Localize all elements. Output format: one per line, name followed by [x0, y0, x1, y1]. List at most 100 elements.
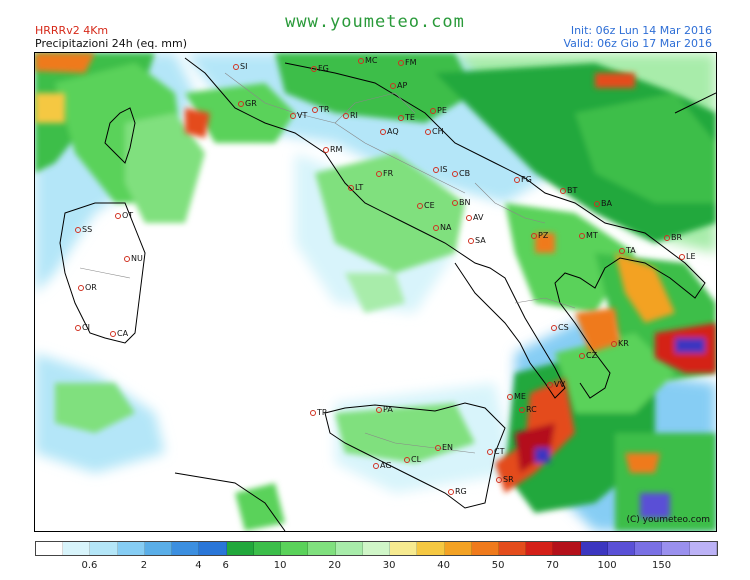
city-marker-icon	[358, 58, 364, 64]
city-label-mc: MC	[365, 56, 378, 65]
legend-tick-label: 70	[546, 560, 559, 571]
city-label-aq: AQ	[387, 127, 399, 136]
legend-tick-label: 0.6	[81, 560, 98, 571]
city-marker-icon	[496, 477, 502, 483]
city-label-vt: VT	[297, 111, 308, 120]
legend-swatch	[553, 542, 581, 555]
city-marker-icon	[531, 233, 537, 239]
precipitation-map[interactable]: SI FG MC FM GR AP VT TR RI TE PE AQ CH R…	[34, 52, 717, 532]
legend-tick-label: 30	[382, 560, 396, 571]
legend-swatch	[362, 542, 391, 555]
city-marker-icon	[75, 325, 81, 331]
city-marker-icon	[664, 235, 670, 241]
legend-swatch	[417, 542, 445, 555]
city-marker-icon	[311, 66, 317, 72]
city-label-bn: BN	[459, 198, 471, 207]
city-label-rm: RM	[330, 145, 343, 154]
product-label: Precipitazioni 24h (eq. mm)	[35, 37, 187, 50]
city-label-ss: SS	[82, 225, 93, 234]
city-marker-icon	[452, 171, 458, 177]
city-label-pa: PA	[383, 405, 393, 414]
city-marker-icon	[611, 341, 617, 347]
city-label-me: ME	[514, 392, 526, 401]
city-marker-icon	[110, 331, 116, 337]
legend-swatch	[63, 542, 91, 555]
city-label-ta: TA	[626, 246, 636, 255]
city-marker-icon	[507, 394, 513, 400]
city-marker-icon	[547, 382, 553, 388]
city-label-le: LE	[686, 252, 696, 261]
city-label-si: SI	[240, 62, 248, 71]
legend-swatch	[117, 542, 145, 555]
init-time: Init: 06z Lun 14 Mar 2016	[570, 24, 712, 37]
city-marker-icon	[519, 407, 525, 413]
city-marker-icon	[579, 353, 585, 359]
city-label-gr: GR	[245, 99, 257, 108]
city-marker-icon	[487, 449, 493, 455]
city-marker-icon	[551, 325, 557, 331]
valid-time: Valid: 06z Gio 17 Mar 2016	[563, 37, 712, 50]
city-marker-icon	[343, 113, 349, 119]
region-borders	[79, 72, 576, 454]
legend-tick-label: 40	[437, 560, 450, 571]
legend-swatch	[662, 542, 690, 555]
city-marker-icon	[594, 201, 600, 207]
city-marker-icon	[448, 489, 454, 495]
legend-tick-label: 6	[222, 560, 229, 571]
legend-tick-label: 100	[597, 560, 617, 571]
city-marker-icon	[433, 167, 439, 173]
city-label-lt: LT	[355, 183, 364, 192]
legend-swatch	[498, 542, 527, 555]
city-marker-icon	[380, 129, 386, 135]
legend-tick-label: 150	[651, 560, 672, 571]
city-label-vv: VV	[554, 380, 565, 389]
city-label-te: TE	[405, 113, 415, 122]
city-marker-icon	[514, 177, 520, 183]
map-canvas	[35, 53, 716, 531]
city-label-rg: RG	[455, 487, 467, 496]
city-label-fm: FM	[405, 58, 417, 67]
city-marker-icon	[435, 445, 441, 451]
city-label-sa: SA	[475, 236, 486, 245]
legend-swatch	[444, 542, 472, 555]
city-label-rc: RC	[526, 405, 537, 414]
city-marker-icon	[466, 215, 472, 221]
legend-swatch	[281, 542, 309, 555]
coastline-layer	[59, 57, 716, 531]
city-label-br: BR	[671, 233, 683, 242]
city-label-cb: CB	[459, 169, 471, 178]
city-label-tp: TP	[317, 408, 327, 417]
legend-swatch	[635, 542, 663, 555]
city-marker-icon	[290, 113, 296, 119]
city-label-sr: SR	[503, 475, 514, 484]
city-label-ce: CE	[424, 201, 435, 210]
city-marker-icon	[310, 410, 316, 416]
city-label-ot: OT	[122, 211, 134, 220]
precip-color-legend	[35, 541, 718, 556]
city-marker-icon	[238, 101, 244, 107]
city-marker-icon	[679, 254, 685, 260]
legend-swatch	[607, 542, 636, 555]
legend-swatch	[36, 542, 64, 555]
city-marker-icon	[78, 285, 84, 291]
site-url[interactable]: www.youmeteo.com	[285, 12, 465, 32]
city-label-bt: BT	[567, 186, 578, 195]
city-label-ct: CT	[494, 447, 505, 456]
legend-swatch	[390, 542, 418, 555]
city-label-tr: TR	[319, 105, 330, 114]
city-marker-icon	[398, 115, 404, 121]
city-label-ci: CI	[82, 323, 90, 332]
city-marker-icon	[390, 83, 396, 89]
city-marker-icon	[115, 213, 121, 219]
city-label-ba: BA	[601, 199, 612, 208]
city-marker-icon	[468, 238, 474, 244]
legend-swatch	[172, 542, 200, 555]
city-marker-icon	[398, 60, 404, 66]
city-label-is: IS	[440, 165, 448, 174]
city-label-or: OR	[85, 283, 97, 292]
city-marker-icon	[323, 147, 329, 153]
city-label-cs: CS	[558, 323, 569, 332]
legend-swatch	[90, 542, 118, 555]
heavy-precip-layer	[35, 53, 716, 518]
city-marker-icon	[425, 129, 431, 135]
